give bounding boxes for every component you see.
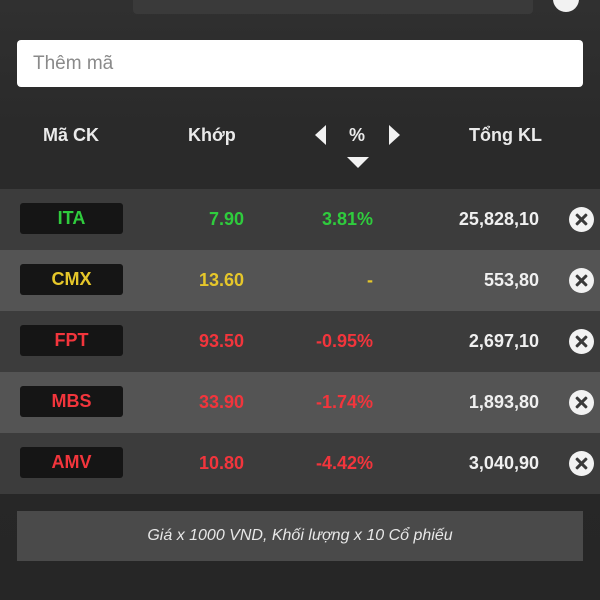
- match-price: 33.90: [198, 392, 244, 412]
- match-price: 10.80: [198, 453, 244, 473]
- table-row[interactable]: MBS 33.90 -1.74% 1,893,80: [0, 372, 600, 433]
- total-volume: 2,697,10: [468, 331, 539, 351]
- percent-change: -4.42%: [315, 453, 373, 473]
- table-row[interactable]: CMX 13.60 - 553,80: [0, 250, 600, 311]
- table-row[interactable]: FPT 93.50 -0.95% 2,697,10: [0, 311, 600, 372]
- table-row[interactable]: ITA 7.90 3.81% 25,828,10: [0, 189, 600, 250]
- match-price: 93.50: [198, 331, 244, 351]
- top-action-icon[interactable]: [553, 0, 579, 12]
- ticker-badge[interactable]: FPT: [20, 325, 123, 356]
- percent-change: -0.95%: [315, 331, 373, 351]
- percent-change: 3.81%: [321, 209, 373, 229]
- top-bar[interactable]: [133, 0, 533, 14]
- header-total-volume: Tổng KL: [469, 125, 542, 145]
- total-volume: 1,893,80: [468, 392, 539, 412]
- ticker-badge[interactable]: CMX: [20, 264, 123, 295]
- ticker-badge[interactable]: MBS: [20, 386, 123, 417]
- ticker-badge[interactable]: AMV: [20, 447, 123, 478]
- percent-change: -: [367, 270, 373, 290]
- close-circle-icon[interactable]: [569, 329, 594, 354]
- header-code: Mã CK: [43, 125, 100, 145]
- header-percent[interactable]: %: [349, 125, 366, 145]
- table-row[interactable]: AMV 10.80 -4.42% 3,040,90: [0, 433, 600, 494]
- total-volume: 553,80: [483, 270, 539, 290]
- close-circle-icon[interactable]: [569, 268, 594, 293]
- triangle-left-icon[interactable]: [315, 125, 326, 145]
- triangle-right-icon[interactable]: [389, 125, 400, 145]
- match-price: 7.90: [208, 209, 244, 229]
- add-ticker-input[interactable]: [17, 40, 583, 87]
- close-circle-icon[interactable]: [569, 390, 594, 415]
- match-price: 13.60: [198, 270, 244, 290]
- header-match-price: Khớp: [188, 125, 236, 145]
- ticker-badge[interactable]: ITA: [20, 203, 123, 234]
- table-header: Mã CK Khớp % Tổng KL: [0, 115, 600, 175]
- units-note: Giá x 1000 VND, Khối lượng x 10 Cổ phiếu: [17, 511, 583, 561]
- close-circle-icon[interactable]: [569, 451, 594, 476]
- watchlist-rows: ITA 7.90 3.81% 25,828,10 CMX 13.60 - 553…: [0, 189, 600, 494]
- total-volume: 3,040,90: [468, 453, 539, 473]
- triangle-down-icon[interactable]: [347, 157, 369, 168]
- percent-change: -1.74%: [315, 392, 373, 412]
- close-circle-icon[interactable]: [569, 207, 594, 232]
- total-volume: 25,828,10: [458, 209, 539, 229]
